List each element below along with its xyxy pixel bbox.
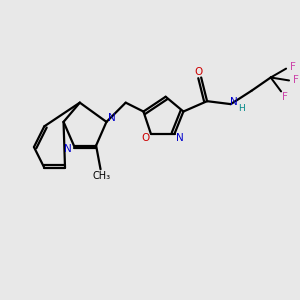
Text: F: F (282, 92, 288, 102)
Text: O: O (142, 133, 150, 143)
Text: F: F (293, 75, 299, 85)
Text: N: N (64, 144, 72, 154)
Text: H: H (238, 104, 245, 113)
Text: O: O (195, 67, 203, 77)
Text: N: N (109, 113, 116, 123)
Text: CH₃: CH₃ (92, 171, 110, 181)
Text: N: N (230, 98, 238, 107)
Text: N: N (176, 133, 183, 143)
Text: F: F (290, 62, 296, 72)
